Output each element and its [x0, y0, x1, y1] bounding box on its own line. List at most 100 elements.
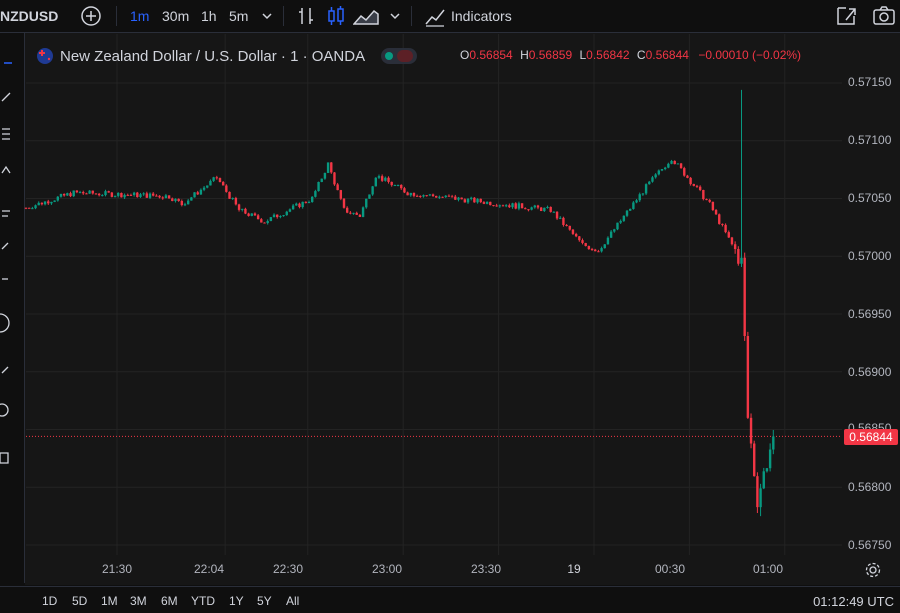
candle-down	[692, 184, 695, 186]
candle-up	[59, 193, 63, 197]
candle-down	[218, 178, 222, 183]
time-tick: 22:04	[193, 562, 225, 576]
candle-down	[345, 207, 349, 213]
chart-legend: New Zealand Dollar / U.S. Dollar · 1 · O…	[36, 44, 418, 68]
candle-up	[53, 200, 56, 202]
candle-up	[326, 162, 330, 173]
candle-down	[492, 205, 495, 207]
candle-up	[740, 257, 743, 264]
bar-style-icon[interactable]	[296, 0, 316, 32]
camera-icon[interactable]	[872, 0, 896, 32]
range-3m[interactable]: 3M	[130, 594, 147, 608]
candle-down	[698, 186, 702, 190]
price-chart[interactable]	[0, 0, 900, 585]
high-value: 0.56859	[528, 48, 573, 62]
candle-down	[244, 208, 247, 214]
candle-up	[616, 222, 619, 230]
indicators-button[interactable]: Indicators	[451, 8, 512, 24]
candle-up	[272, 214, 276, 218]
interval-1m[interactable]: 1m	[130, 8, 150, 24]
interval-5m[interactable]: 5m	[229, 8, 249, 24]
candle-up	[365, 198, 368, 208]
symbol-title[interactable]: New Zealand Dollar / U.S. Dollar · 1 · O…	[60, 47, 366, 65]
range-1d[interactable]: 1D	[42, 594, 58, 608]
candle-down	[702, 189, 705, 200]
candle-up	[654, 174, 657, 178]
candle-down	[587, 246, 591, 250]
time-tick: 21:30	[101, 562, 133, 576]
candle-up	[101, 195, 104, 197]
candle-down	[753, 443, 756, 477]
candle-down	[225, 185, 228, 192]
candle-up	[320, 178, 323, 182]
candle-up	[765, 468, 769, 472]
fullscreen-icon[interactable]	[835, 0, 857, 32]
candle-down	[126, 194, 129, 196]
chevron-down-icon-2[interactable]	[389, 0, 401, 32]
add-symbol-icon[interactable]	[80, 0, 102, 32]
market-status-badge[interactable]	[381, 48, 418, 64]
range-5d[interactable]: 5D	[72, 594, 88, 608]
range-1m[interactable]: 1M	[101, 594, 118, 608]
range-all[interactable]: All	[286, 594, 300, 608]
candle-down	[460, 197, 463, 200]
time-tick: 23:00	[371, 562, 403, 576]
candle-down	[718, 214, 721, 224]
candle-down	[390, 181, 393, 186]
candle-up	[466, 198, 470, 203]
range-1y[interactable]: 1Y	[229, 594, 244, 608]
candle-up	[638, 194, 641, 201]
candle-up	[206, 185, 209, 188]
candle-up	[123, 194, 126, 198]
candle-down	[584, 243, 587, 247]
chevron-down-icon[interactable]	[261, 0, 273, 32]
chart-pane[interactable]	[25, 33, 900, 585]
candle-up	[533, 205, 536, 208]
settings-gear-icon[interactable]	[864, 561, 882, 584]
candle-up	[504, 205, 508, 207]
candle-up	[241, 208, 244, 210]
candle-down	[167, 195, 171, 199]
volatility-icon	[397, 50, 414, 62]
candle-down	[120, 192, 123, 198]
candle-up	[190, 197, 193, 201]
close-label: C	[636, 48, 646, 62]
candle-up	[606, 237, 610, 245]
candle-up	[409, 192, 412, 196]
candles-icon[interactable]	[326, 0, 346, 32]
candle-down	[97, 193, 101, 196]
candle-down	[686, 175, 689, 178]
utc-clock[interactable]: 01:12:49 UTC	[813, 594, 894, 609]
interval-1h[interactable]: 1h	[201, 8, 217, 24]
candle-up	[530, 207, 533, 210]
candle-down	[482, 202, 486, 204]
current-price-label: 0.56844	[844, 429, 898, 445]
candle-up	[282, 215, 285, 217]
candle-down	[562, 217, 565, 225]
trendline-icon	[1, 92, 11, 102]
candle-down	[733, 244, 737, 250]
time-tick: 00:30	[654, 562, 686, 576]
range-5y[interactable]: 5Y	[257, 594, 272, 608]
candle-down	[447, 195, 451, 197]
candle-up	[117, 192, 120, 196]
candle-down	[520, 203, 524, 209]
candle-up	[50, 201, 53, 204]
candle-down	[129, 194, 133, 196]
candle-down	[450, 196, 454, 198]
candle-down	[276, 214, 279, 218]
symbol-search[interactable]: NZDUSD	[0, 8, 59, 24]
candle-down	[473, 197, 476, 203]
area-chart-icon[interactable]	[352, 0, 379, 32]
candle-up	[438, 196, 441, 198]
candle-up	[78, 192, 82, 194]
candle-down	[514, 203, 517, 209]
candle-down	[435, 196, 438, 198]
open-label: O	[460, 48, 470, 62]
indicators-icon[interactable]	[424, 0, 446, 32]
candle-down	[565, 224, 568, 226]
candle-up	[632, 202, 635, 209]
range-6m[interactable]: 6M	[161, 594, 178, 608]
range-ytd[interactable]: YTD	[191, 594, 215, 608]
interval-30m[interactable]: 30m	[162, 8, 190, 24]
